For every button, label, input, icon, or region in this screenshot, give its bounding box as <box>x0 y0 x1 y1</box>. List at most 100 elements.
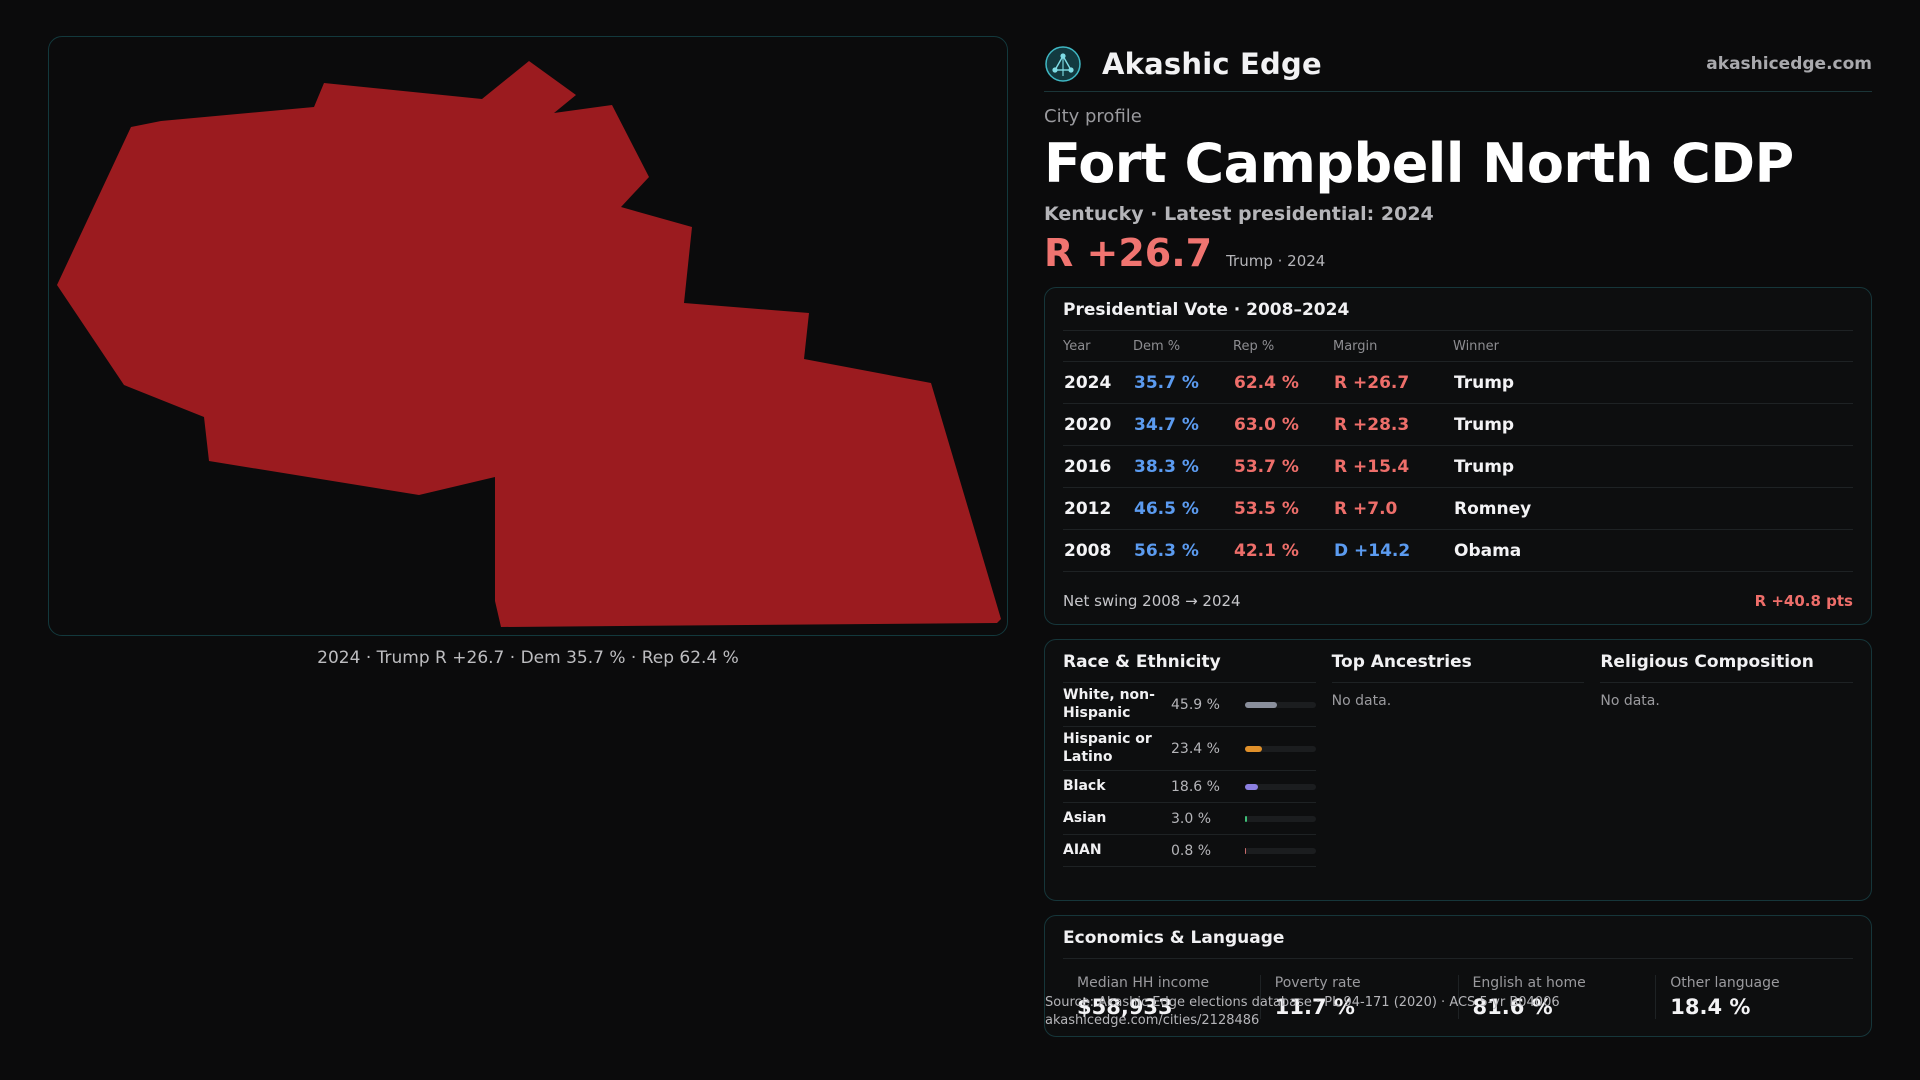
race-bar-fill <box>1245 701 1278 708</box>
net-swing-label: Net swing 2008 → 2024 <box>1063 592 1241 611</box>
race-ethnicity-section: Race & Ethnicity White, non-Hispanic 45.… <box>1063 640 1316 900</box>
ancestries-section: Top Ancestries No data. <box>1331 640 1585 900</box>
race-name: Hispanic or Latino <box>1063 731 1152 765</box>
econ-label: English at home <box>1472 975 1586 992</box>
table-row: 2012 46.5 % 53.5 % R +7.0 Romney <box>1063 487 1853 531</box>
econ-value: 11.7 % <box>1274 995 1355 1020</box>
network-globe-icon[interactable] <box>1044 45 1082 83</box>
map-caption: 2024 · Trump R +26.7 · Dem 35.7 % · Rep … <box>317 648 739 668</box>
race-bar-fill <box>1245 847 1246 854</box>
race-name: AIAN <box>1063 841 1102 858</box>
row-winner: Obama <box>1453 529 1853 573</box>
table-row: 2020 34.7 % 63.0 % R +28.3 Trump <box>1063 403 1853 447</box>
ancestries-empty: No data. <box>1331 693 1392 710</box>
race-name: Black <box>1063 777 1106 794</box>
col-dem: Dem % <box>1133 331 1233 363</box>
row-dem: 34.7 % <box>1133 403 1233 447</box>
row-year: 2016 <box>1063 445 1133 489</box>
race-bar-fill <box>1245 783 1259 790</box>
presidential-vote-card: Presidential Vote · 2008–2024 Year Dem %… <box>1044 287 1872 626</box>
city-boundary-map <box>57 61 1001 627</box>
table-row: 2008 56.3 % 42.1 % D +14.2 Obama <box>1063 529 1853 573</box>
race-bar <box>1245 701 1316 708</box>
race-bar <box>1245 745 1316 752</box>
race-pct: 18.6 % <box>1171 778 1220 795</box>
row-dem: 56.3 % <box>1133 529 1233 573</box>
brand-url-link[interactable]: akashicedge.com <box>1706 53 1872 74</box>
row-year: 2020 <box>1063 403 1133 447</box>
row-dem: 46.5 % <box>1133 487 1233 531</box>
race-pct: 0.8 % <box>1171 842 1212 859</box>
city-boundary-shape[interactable] <box>57 61 1001 627</box>
table-row: 2016 38.3 % 53.7 % R +15.4 Trump <box>1063 445 1853 489</box>
race-row: Black 18.6 % <box>1063 771 1316 804</box>
table-row: 2024 35.7 % 62.4 % R +26.7 Trump <box>1063 361 1853 405</box>
race-bar <box>1245 847 1316 854</box>
row-rep: 42.1 % <box>1233 529 1333 573</box>
row-dem: 38.3 % <box>1133 445 1233 489</box>
econ-value: 81.6 % <box>1472 995 1553 1020</box>
row-rep: 53.5 % <box>1233 487 1333 531</box>
religion-title: Religious Composition <box>1600 640 1854 684</box>
demographics-card: Race & Ethnicity White, non-Hispanic 45.… <box>1044 639 1872 902</box>
source-text: Source: Akashic Edge elections database … <box>1045 995 1560 1011</box>
religion-section: Religious Composition No data. <box>1600 640 1854 900</box>
row-winner: Trump <box>1453 445 1853 489</box>
net-swing: Net swing 2008 → 2024 R +40.8 pts <box>1063 592 1853 610</box>
econ-cell: Poverty rate 11.7 % <box>1261 975 1459 1020</box>
vote-table-header: Year Dem % Rep % Margin Winner <box>1063 331 1853 363</box>
row-margin: R +7.0 <box>1333 487 1453 531</box>
latest-margin: R +26.7 Trump · 2024 <box>1044 231 1872 275</box>
map-panel[interactable] <box>48 36 1008 636</box>
race-bar <box>1245 783 1316 790</box>
econ-label: Other language <box>1670 975 1780 992</box>
row-dem: 35.7 % <box>1133 361 1233 405</box>
row-rep: 53.7 % <box>1233 445 1333 489</box>
economics-title: Economics & Language <box>1063 916 1853 960</box>
page-eyebrow: City profile <box>1044 106 1142 127</box>
row-margin: R +28.3 <box>1333 403 1453 447</box>
col-year: Year <box>1063 331 1133 363</box>
econ-cell: Median HH income $58,933 <box>1063 975 1261 1020</box>
race-title: Race & Ethnicity <box>1063 640 1316 684</box>
page-subtitle: Kentucky · Latest presidential: 2024 <box>1044 203 1434 226</box>
row-margin: D +14.2 <box>1333 529 1453 573</box>
row-winner: Trump <box>1453 403 1853 447</box>
race-pct: 23.4 % <box>1171 740 1220 757</box>
vote-table: Year Dem % Rep % Margin Winner 2024 35.7… <box>1063 331 1853 573</box>
race-row: Asian 3.0 % <box>1063 803 1316 836</box>
econ-value: $58,933 <box>1077 995 1173 1020</box>
econ-cell: English at home 81.6 % <box>1459 975 1657 1020</box>
ancestries-title: Top Ancestries <box>1331 640 1585 684</box>
row-winner: Trump <box>1453 361 1853 405</box>
econ-label: Poverty rate <box>1274 975 1361 992</box>
vote-card-title: Presidential Vote · 2008–2024 <box>1063 288 1853 332</box>
row-winner: Romney <box>1453 487 1853 531</box>
econ-cell: Other language 18.4 % <box>1656 975 1853 1019</box>
net-swing-value: R +40.8 pts <box>1754 592 1853 611</box>
econ-value: 18.4 % <box>1670 995 1751 1020</box>
race-bar-fill <box>1245 815 1248 822</box>
latest-margin-value: R +26.7 <box>1044 231 1213 276</box>
profile-column: Akashic Edge akashicedge.com City profil… <box>1044 36 1872 1038</box>
latest-margin-note: Trump · 2024 <box>1226 252 1326 271</box>
race-row: White, non-Hispanic 45.9 % <box>1063 683 1316 728</box>
source-note: Source: Akashic Edge elections database … <box>1045 994 1560 1030</box>
brand-bar: Akashic Edge akashicedge.com <box>1044 36 1872 92</box>
econ-label: Median HH income <box>1077 975 1210 992</box>
page-title: Fort Campbell North CDP <box>1044 132 1794 195</box>
col-rep: Rep % <box>1233 331 1333 363</box>
row-margin: R +26.7 <box>1333 361 1453 405</box>
brand-name[interactable]: Akashic Edge <box>1102 46 1322 81</box>
row-rep: 63.0 % <box>1233 403 1333 447</box>
row-rep: 62.4 % <box>1233 361 1333 405</box>
economics-grid: Median HH income $58,933 Poverty rate 11… <box>1063 975 1853 1020</box>
economics-card: Economics & Language Median HH income $5… <box>1044 915 1872 1038</box>
col-winner: Winner <box>1453 331 1853 363</box>
page-url-link[interactable]: akashicedge.com/cities/2128486 <box>1045 1013 1260 1029</box>
row-year: 2008 <box>1063 529 1133 573</box>
race-name: Asian <box>1063 809 1107 826</box>
race-pct: 45.9 % <box>1171 696 1220 713</box>
race-bar-fill <box>1245 745 1262 752</box>
religion-empty: No data. <box>1600 693 1660 710</box>
